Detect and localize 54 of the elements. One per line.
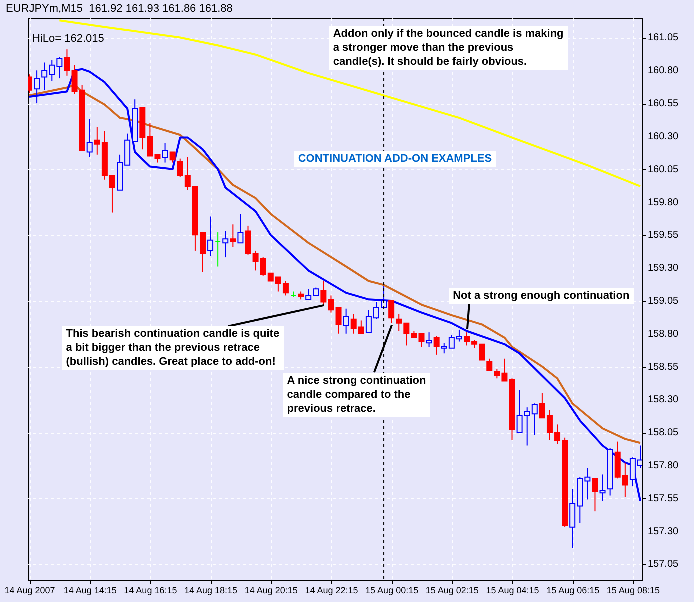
y-tick-label: 159.55	[648, 230, 680, 242]
x-tick-label: 15 Aug 02:15	[426, 586, 479, 596]
y-tick-label: 159.05	[648, 296, 680, 307]
candlestick	[215, 232, 222, 268]
candlestick	[170, 152, 176, 164]
annotation: HiLo= 162.015	[32, 32, 106, 47]
candlestick	[86, 118, 93, 158]
candlestick	[486, 358, 493, 372]
y-tick-label: 160.05	[648, 164, 680, 176]
candlestick	[388, 300, 395, 324]
candlestick	[434, 336, 440, 356]
y-tick-label: 158.05	[648, 428, 680, 439]
x-tick-label: 14 Aug 14:15	[64, 586, 117, 596]
annotation: This bearish continuation candle is quite a bit bigger than the previous retrace (bullish) candles. Great place to add-on!	[62, 326, 284, 370]
candlestick	[238, 214, 244, 244]
y-tick-label: 160.30	[648, 131, 680, 142]
annotation: Addon only if the bounced candle is making a stronger move than the previous candle(s). It should be fairly obvious.	[329, 26, 568, 70]
y-tick-label: 157.80	[648, 460, 680, 472]
annotation: Not a strong enough continuation	[449, 288, 634, 304]
candlestick	[600, 474, 606, 502]
chart-subtitle: EURJPYm,M15 161.92 161.93 161.86 161.88	[5, 2, 234, 17]
y-tick-label: 159.80	[648, 197, 680, 208]
annotation: A nice strong continuation candle compared to the previous retrace.	[283, 372, 430, 417]
y-tick-label: 158.30	[648, 394, 680, 406]
candlestick	[426, 332, 432, 348]
candlestick	[230, 224, 236, 248]
candlestick	[222, 230, 229, 258]
x-tick-label: 14 Aug 20:15	[244, 586, 298, 596]
candlestick	[64, 49, 70, 76]
y-tick-label: 161.05	[648, 32, 680, 44]
y-tick-label: 159.30	[648, 263, 680, 274]
candlestick	[28, 74, 33, 94]
x-tick-label: 14 Aug 18:15	[184, 586, 238, 596]
y-tick-label: 160.55	[648, 98, 680, 110]
candlestick	[336, 307, 342, 334]
candlestick	[343, 308, 350, 334]
y-tick-label: 160.80	[648, 66, 680, 77]
x-tick-label: 15 Aug 00:15	[366, 586, 419, 596]
x-tick-label: 15 Aug 08:15	[606, 586, 660, 596]
text: CONTINUATION ADD-ON EXAMPLES	[294, 150, 496, 167]
candlestick	[592, 478, 598, 512]
x-tick-label: 14 Aug 16:15	[124, 586, 178, 596]
x-tick-label: 14 Aug 2007	[4, 586, 56, 596]
line-series	[28, 68, 642, 502]
x-tick-label: 14 Aug 22:15	[305, 586, 358, 596]
x-tick-label: 15 Aug 06:15	[546, 586, 600, 596]
y-tick-label: 158.80	[648, 328, 680, 340]
candlestick	[208, 216, 214, 257]
y-tick-label: 157.30	[648, 526, 680, 538]
y-tick-label: 158.55	[648, 362, 680, 373]
y-tick-label: 157.55	[648, 493, 680, 504]
x-tick-label: 15 Aug 04:15	[486, 586, 540, 596]
candlestick	[162, 142, 168, 164]
y-tick-label: 157.05	[648, 559, 680, 570]
